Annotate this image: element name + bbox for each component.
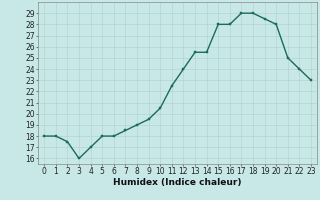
X-axis label: Humidex (Indice chaleur): Humidex (Indice chaleur): [113, 178, 242, 187]
